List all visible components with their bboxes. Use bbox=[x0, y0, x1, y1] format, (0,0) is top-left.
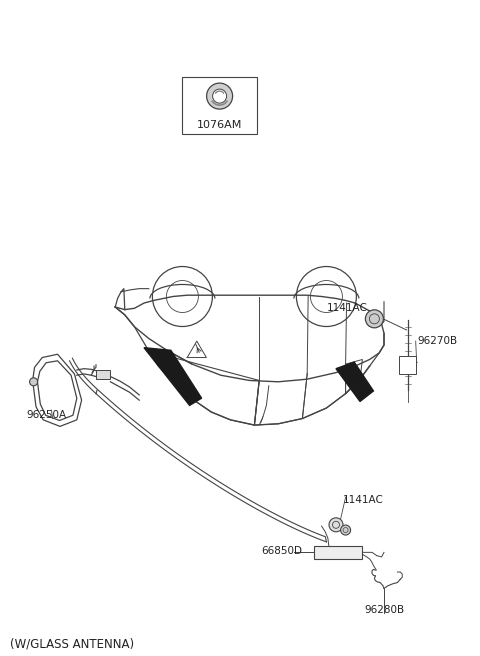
Circle shape bbox=[206, 83, 233, 109]
Circle shape bbox=[341, 525, 350, 535]
Circle shape bbox=[30, 378, 37, 386]
Text: 1141AC: 1141AC bbox=[326, 303, 367, 313]
Polygon shape bbox=[314, 546, 362, 559]
Text: 96250A: 96250A bbox=[26, 410, 67, 420]
Bar bbox=[399, 356, 416, 373]
Text: 96270B: 96270B bbox=[418, 336, 458, 346]
Text: 1141AC: 1141AC bbox=[343, 495, 384, 505]
Polygon shape bbox=[144, 348, 202, 405]
Text: 1076AM: 1076AM bbox=[197, 119, 242, 130]
Bar bbox=[96, 370, 110, 379]
Bar bbox=[182, 77, 257, 134]
Circle shape bbox=[213, 89, 227, 103]
Text: 66850D: 66850D bbox=[262, 546, 302, 556]
Text: 96280B: 96280B bbox=[365, 605, 405, 615]
Polygon shape bbox=[336, 362, 373, 401]
Text: (W/GLASS ANTENNA): (W/GLASS ANTENNA) bbox=[10, 638, 134, 651]
Circle shape bbox=[329, 518, 343, 532]
Circle shape bbox=[365, 310, 384, 328]
